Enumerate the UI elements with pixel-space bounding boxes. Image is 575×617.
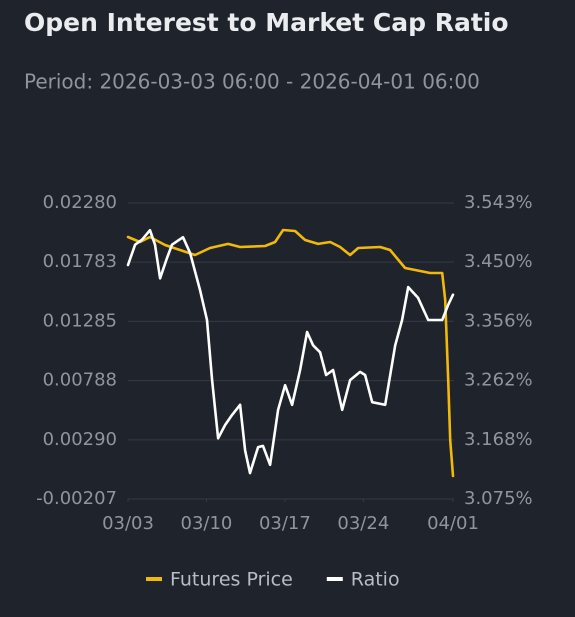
y2-tick-label: 3.075%: [464, 488, 533, 509]
y-tick-label: 0.02280: [43, 192, 117, 213]
x-tick-label: 03/03: [102, 513, 154, 534]
y2-tick-label: 3.168%: [464, 429, 533, 450]
y-tick-label: 0.00290: [43, 429, 117, 450]
y2-tick-label: 3.262%: [464, 370, 533, 391]
legend-swatch: [326, 577, 343, 581]
series-line: [126, 228, 455, 478]
y2-tick-label: 3.450%: [464, 251, 533, 272]
y-tick-label: 0.01285: [43, 310, 117, 331]
legend-label: Futures Price: [170, 569, 293, 591]
x-tick-label: 03/17: [259, 513, 311, 534]
legend-swatch: [146, 577, 162, 581]
y2-tick-label: 3.356%: [464, 310, 533, 331]
x-tick-label: 03/24: [337, 513, 389, 534]
y2-tick-label: 3.543%: [464, 192, 533, 213]
legend-label: Ratio: [351, 569, 400, 591]
y-tick-label: -0.00207: [36, 488, 117, 509]
x-tick-label: 04/01: [427, 513, 479, 534]
chart-title: Open Interest to Market Cap Ratio: [24, 8, 509, 37]
x-tick-label: 03/10: [181, 513, 233, 534]
series-line: [126, 228, 455, 475]
y-tick-label: 0.00788: [43, 370, 117, 391]
chart-subtitle: Period: 2026-03-03 06:00 - 2026-04-01 06…: [24, 70, 480, 94]
y-tick-label: 0.01783: [43, 251, 117, 272]
